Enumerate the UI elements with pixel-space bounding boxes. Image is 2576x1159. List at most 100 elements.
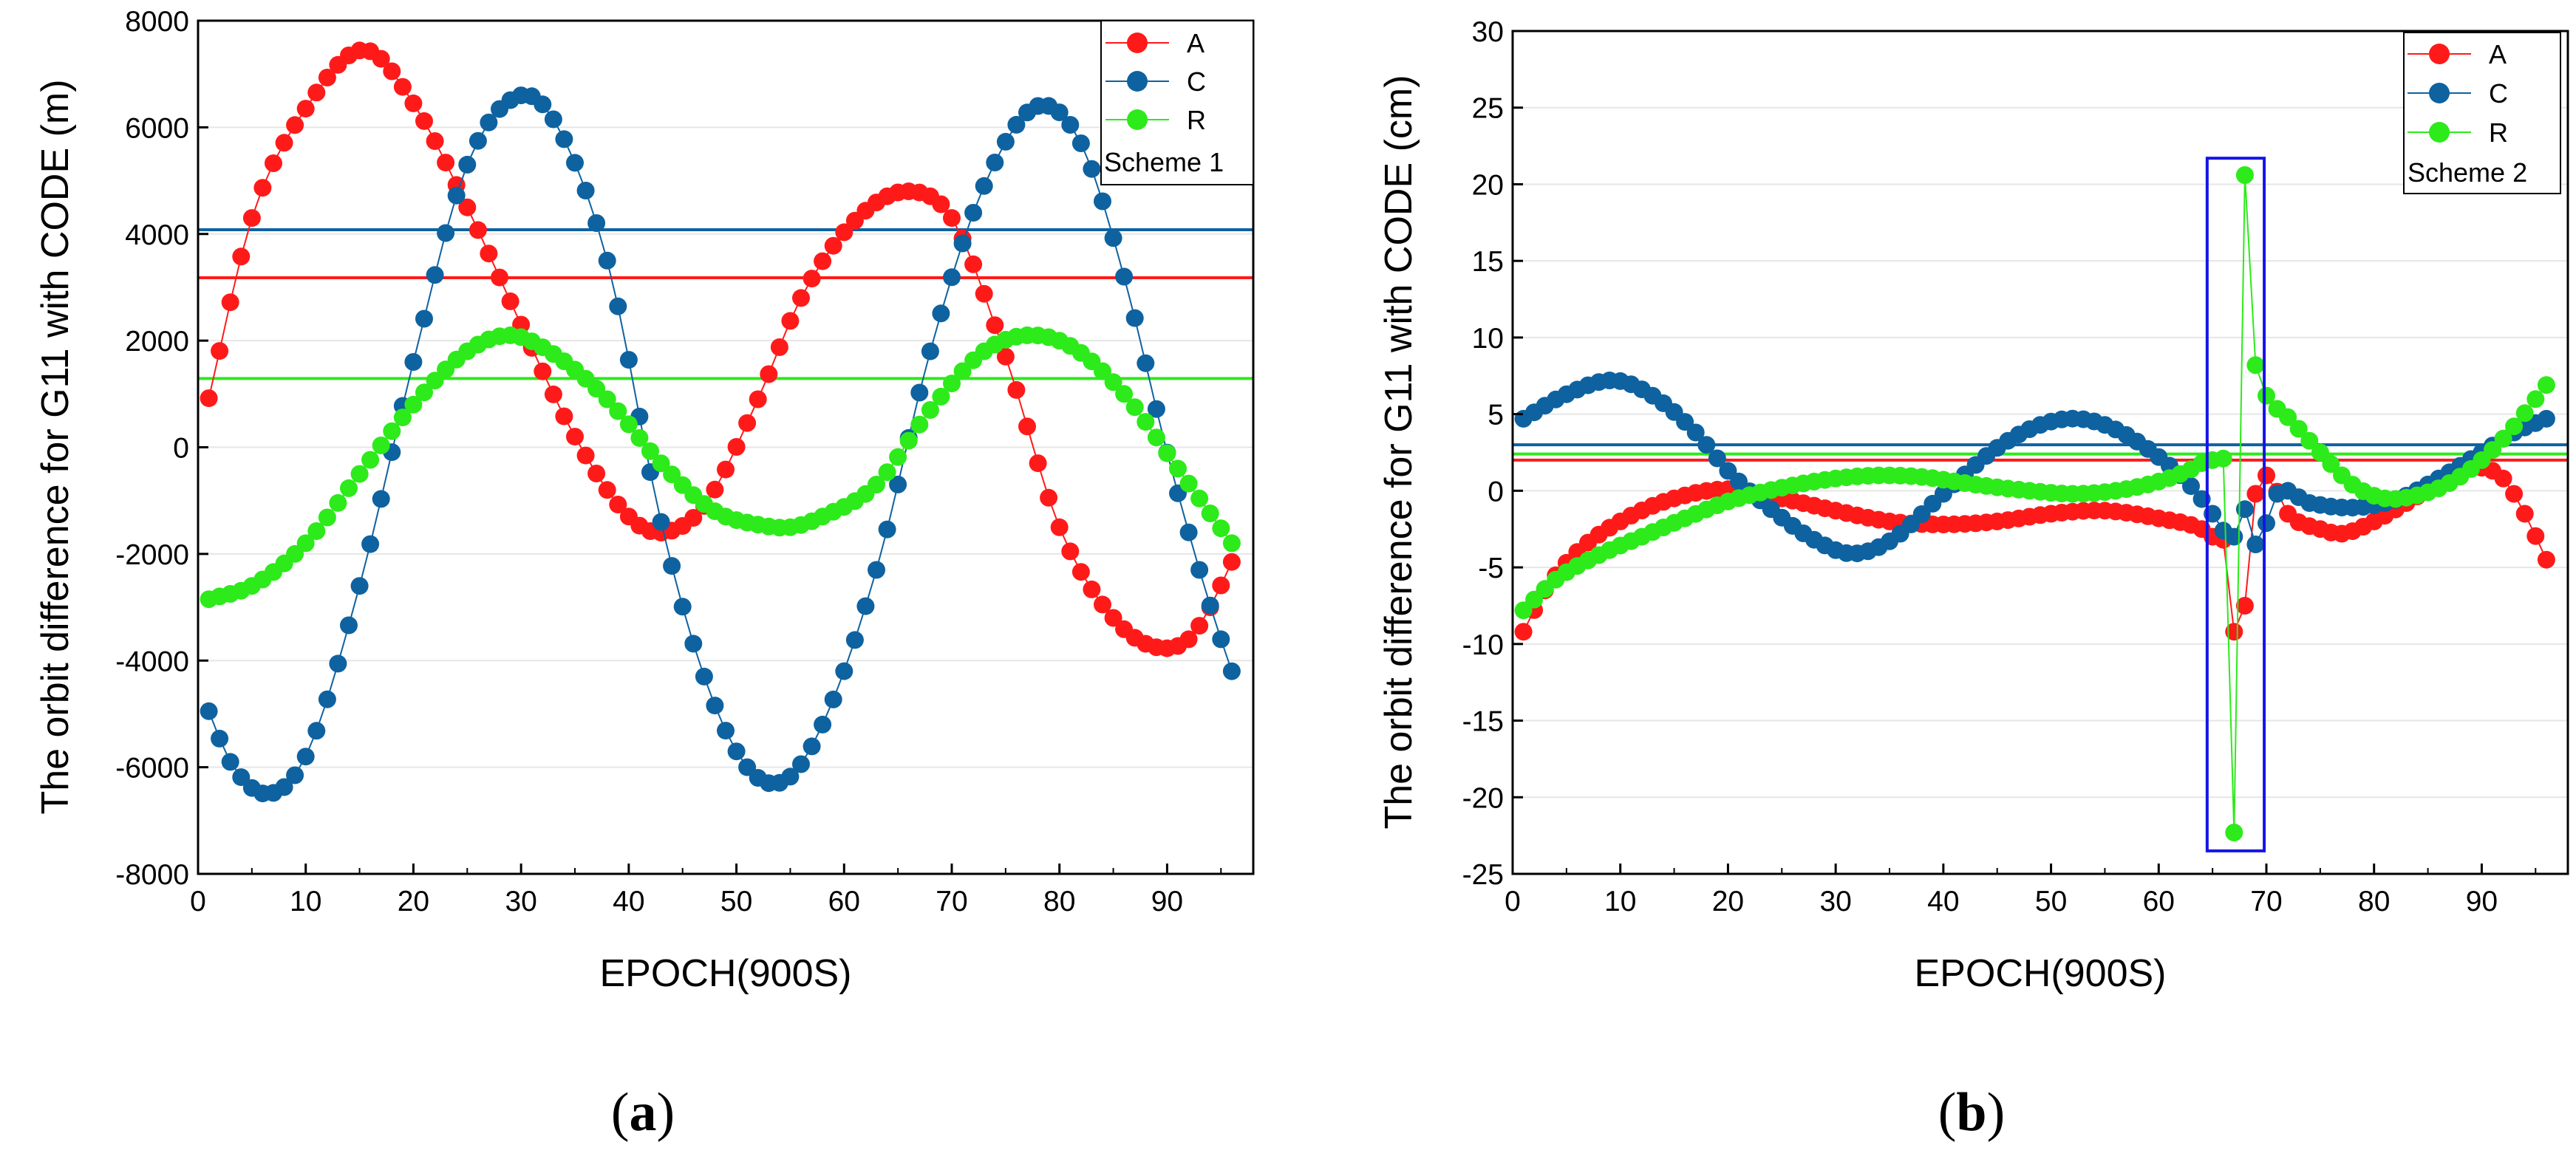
panel-b-series [1514,166,2555,841]
panel-a-point-c [544,110,562,129]
panel-a-y-tick-label: -4000 [115,646,189,677]
panel-a-point-c [953,234,972,253]
panel-a-point-a [383,62,401,81]
panel-a-point-r [1201,505,1219,522]
panel-a-point-r [1125,398,1144,417]
panel-b-point-c [2225,527,2243,546]
panel-a-point-r [943,375,961,393]
panel-a-point-c [684,635,703,653]
panel-a-series [200,41,1241,803]
panel-a-point-r [1169,459,1187,478]
panel-a-point-a [534,362,552,380]
panel-a-point-a [318,69,336,86]
panel-b-point-r [2300,431,2319,450]
panel-b-x-tick-label: 50 [2035,886,2067,917]
panel-a-x-tick-label: 50 [720,886,752,917]
panel-a-point-a [576,446,595,465]
panel-a-point-r [1094,362,1111,380]
panel-a-point-c [814,715,832,734]
panel-a-point-c [1201,596,1219,615]
panel-a-point-c [738,758,757,776]
panel-a-point-r [372,437,390,454]
panel-a-point-r [415,383,433,402]
panel-a-x-tick-label: 70 [936,886,967,917]
panel-a-point-c [200,702,218,720]
panel-a-point-a [1179,630,1198,649]
panel-a-point-c [318,690,336,708]
panel-b-point-a [1514,623,1533,641]
panel-b-point-r [2311,443,2329,462]
panel-b-point-c [2258,514,2275,533]
panel-a-point-r [652,454,670,473]
panel-a-point-r [1212,519,1230,538]
panel-b-highlight-rect [2205,157,2266,852]
panel-b-point-a [2515,505,2534,523]
panel-b-legend-label-r: R [2489,117,2508,148]
panel-a-point-r [340,479,358,497]
panel-a-y-axis-label: The orbit difference for G11 with CODE (… [34,79,77,814]
panel-b-y-tick-label: 15 [1472,246,1504,278]
panel-a-point-r [921,401,939,419]
panel-a-point-a [1007,380,1026,399]
panel-b-x-axis-label: EPOCH(900S) [1915,952,2167,995]
panel-a-point-c [566,154,584,172]
panel-a-point-c [447,186,466,205]
panel-a-point-r [1147,428,1165,447]
panel-a-point-c [868,561,885,579]
panel-a-point-c [598,251,616,270]
panel-b-point-a [2235,597,2254,615]
panel-b-y-tick-label: 30 [1472,16,1504,48]
panel-a-point-c [1115,267,1134,286]
panel-b-series-a [1514,459,2555,641]
panel-a-point-r [1190,489,1209,507]
panel-a-point-a [221,293,239,312]
panel-a-point-c [803,737,821,756]
panel-a-point-r [286,544,304,563]
panel-b-point-a [2526,527,2545,545]
panel-a-point-a [393,78,412,96]
panel-a-point-r [318,508,336,527]
panel-a-point-c [576,182,595,199]
panel-b-point-a [2246,485,2265,503]
panel-a-point-a [706,480,724,499]
panel-b-point-r [2258,386,2275,405]
panel-b-point-r [2214,449,2232,468]
panel-b-legend-label-c: C [2489,78,2508,109]
panel-a-point-c [1083,160,1101,178]
panel-b-point-a [2225,623,2243,641]
panel-a-point-c [1094,192,1111,211]
panel-a-point-c [286,766,304,784]
panel-a-point-c [975,177,993,195]
panel-a-point-a [587,465,606,482]
panel-b-series-r [1514,166,2555,841]
panel-a-point-c [350,577,369,595]
panel-a-point-c [372,490,390,508]
panel-a-point-c [996,132,1015,151]
panel-a-y-tick-label: 2000 [125,326,189,358]
panel-a-point-c [232,768,251,787]
panel-b-x-tick-label: 80 [2358,886,2390,917]
panel-a-point-a [1094,595,1111,614]
panel-a-point-a [286,116,304,134]
panel-b-point-c [2246,536,2265,553]
panel-a-point-c [717,722,735,740]
panel-a-point-r [404,395,423,414]
panel-a-point-a [1212,576,1230,595]
panel-a-point-a [404,94,423,112]
panel-a-point-a [242,209,261,228]
panel-a-point-a [415,112,433,130]
panel-a-point-a [1029,454,1047,473]
panel-b-x-tick-label: 90 [2466,886,2498,917]
panel-a-point-c [964,204,983,222]
panel-a-point-c [889,475,907,493]
panel-a-point-c [663,557,681,575]
panel-a-point-c [1147,400,1165,418]
panel-b-x-tick-label: 10 [1604,886,1636,917]
panel-a-point-r [910,415,929,434]
panel-a-point-a [372,49,390,68]
panel-b-y-tick-label: -25 [1462,859,1504,891]
panel-b-point-r [2526,390,2545,408]
panel-b-y-tick-label: 25 [1472,93,1504,125]
panel-b-y-tick-label: -10 [1462,629,1504,661]
panel-a-point-c [619,351,638,369]
